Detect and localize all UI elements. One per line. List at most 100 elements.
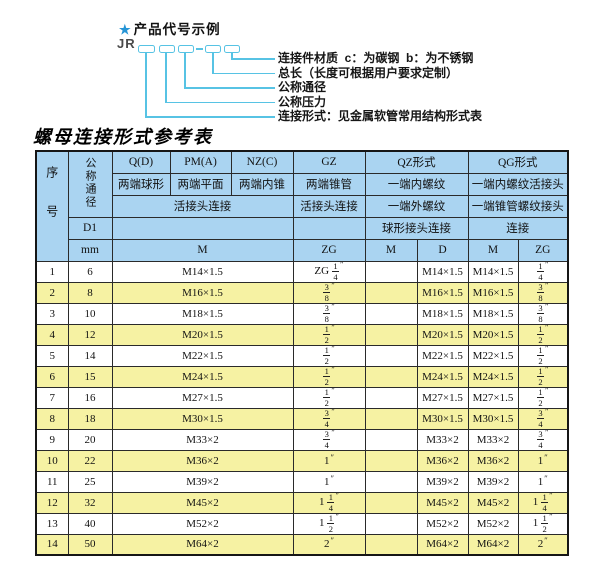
cell-qz-m [364,449,418,472]
cell-qg-zg: 1 4 ″ [517,260,569,283]
cell-gz: 1″ [292,449,366,472]
cell-qz-m [364,512,418,535]
cell-seq: 7 [35,386,69,409]
diagram-label-pressure: 公称压力 [278,94,327,109]
diagram-label-length: 总长（长度可根据用户要求定制） [278,65,459,80]
table-row: 12 32 M45×2 1 1 4 ″ M45×2 M45×2 1 1 4 ″ [35,491,569,514]
table-row: 14 50 M64×2 2″ M64×2 M64×2 2″ [35,533,569,556]
header-zg-gz: ZG [292,238,366,262]
cell-m: M45×2 [111,491,294,514]
diagram-label-diameter: 公称通径 [278,80,327,94]
leader-line [184,52,186,88]
cell-dn: 40 [67,512,113,535]
code-prefix: JR [117,36,136,51]
cell-qz-d: M33×2 [416,428,469,451]
header-nz-type: 两端内锥 [230,172,294,196]
cell-qz-d: M36×2 [416,449,469,472]
cell-seq: 3 [35,302,69,325]
cell-dn: 8 [67,281,113,304]
cell-gz: 2″ [292,533,366,556]
leader-line [145,116,275,118]
header-qg-zg: ZG [517,238,569,262]
cell-qg-m: M16×1.5 [467,281,519,304]
cell-dn: 22 [67,449,113,472]
cell-m: M27×1.5 [111,386,294,409]
table-row: 8 18 M30×1.5 3 4 ″ M30×1.5 M30×1.5 3 4 ″ [35,407,569,430]
table-row: 2 8 M16×1.5 3 8 ″ M16×1.5 M16×1.5 3 8 ″ [35,281,569,304]
diagram-heading-text: 产品代号示例 [133,22,221,37]
table-row: 1 6 M14×1.5 ZG 1 4 ″ M14×1.5 M14×1.5 1 4 ″ [35,260,569,283]
header-mm: mm [67,238,113,262]
cell-qg-zg: 1 2 ″ [517,386,569,409]
cell-seq: 13 [35,512,69,535]
cell-dn: 10 [67,302,113,325]
cell-qz-m [364,260,418,283]
table-row: 7 16 M27×1.5 1 2 ″ M27×1.5 M27×1.5 1 2 ″ [35,386,569,409]
cell-qg-zg: 3 4 ″ [517,407,569,430]
cell-qg-zg: 3 4 ″ [517,428,569,451]
cell-dn: 16 [67,386,113,409]
header-qz-d: D [416,238,469,262]
leader-line [165,52,167,102]
cell-qg-zg: 1 2 ″ [517,323,569,346]
cell-qz-d: M24×1.5 [416,365,469,388]
cell-seq: 6 [35,365,69,388]
header-qz-row4: 球形接头连接 [364,216,469,240]
cell-qg-m: M33×2 [467,428,519,451]
table-row: 5 14 M22×1.5 1 2 ″ M22×1.5 M22×1.5 1 2 ″ [35,344,569,367]
cell-qz-m [364,428,418,451]
cell-m: M36×2 [111,449,294,472]
header-qg-code: QG形式 [467,150,569,174]
cell-qg-zg: 1″ [517,449,569,472]
cell-qz-m [364,281,418,304]
leader-line [212,72,275,75]
cell-qz-d: M39×2 [416,470,469,493]
cell-seq: 9 [35,428,69,451]
cell-qg-zg: 1 2 ″ [517,365,569,388]
cell-dn: 50 [67,533,113,556]
cell-qz-d: M14×1.5 [416,260,469,283]
header-d1: D1 [67,216,113,240]
header-union-conn: 活接头连接 [111,194,294,218]
cell-qg-m: M27×1.5 [467,386,519,409]
cell-gz: 3 8 ″ [292,302,366,325]
cell-gz: 1 2 ″ [292,365,366,388]
cell-qg-m: M22×1.5 [467,344,519,367]
table-row: 11 25 M39×2 1″ M39×2 M39×2 1″ [35,470,569,493]
cell-qz-d: M16×1.5 [416,281,469,304]
cell-qz-d: M52×2 [416,512,469,535]
cell-m: M64×2 [111,533,294,556]
header-qz-m: M [364,238,418,262]
leader-line [231,58,275,60]
cell-gz: 1″ [292,470,366,493]
table-header: 序号 公称通径 Q(D) PM(A) NZ(C) GZ QZ形式 QG形式 两端… [35,150,569,262]
cell-qz-m [364,344,418,367]
cell-gz: 3 4 ″ [292,407,366,430]
cell-qz-m [364,470,418,493]
empty-cell [111,216,294,240]
cell-m: M22×1.5 [111,344,294,367]
leader-line [165,101,275,104]
cell-dn: 15 [67,365,113,388]
cell-m: M20×1.5 [111,323,294,346]
reference-table: 序号 公称通径 Q(D) PM(A) NZ(C) GZ QZ形式 QG形式 两端… [35,150,569,556]
cell-qg-zg: 1″ [517,470,569,493]
cell-gz: 1 2 ″ [292,344,366,367]
cell-gz: 3 4 ″ [292,428,366,451]
cell-dn: 6 [67,260,113,283]
cell-seq: 12 [35,491,69,514]
header-m-wide: M [111,238,294,262]
header-qg-row4: 连接 [467,216,569,240]
cell-qz-m [364,302,418,325]
cell-seq: 14 [35,533,69,556]
cell-qg-zg: 1 1 4 ″ [517,491,569,514]
empty-cell [292,216,366,240]
cell-gz: 3 8 ″ [292,281,366,304]
cell-m: M18×1.5 [111,302,294,325]
cell-qg-m: M39×2 [467,470,519,493]
cell-qg-m: M18×1.5 [467,302,519,325]
cell-m: M24×1.5 [111,365,294,388]
header-gz-type: 两端锥管 [292,172,366,196]
cell-qz-m [364,365,418,388]
diagram-label-connection: 连接形式：见金属软管常用结构形式表 [278,109,483,123]
